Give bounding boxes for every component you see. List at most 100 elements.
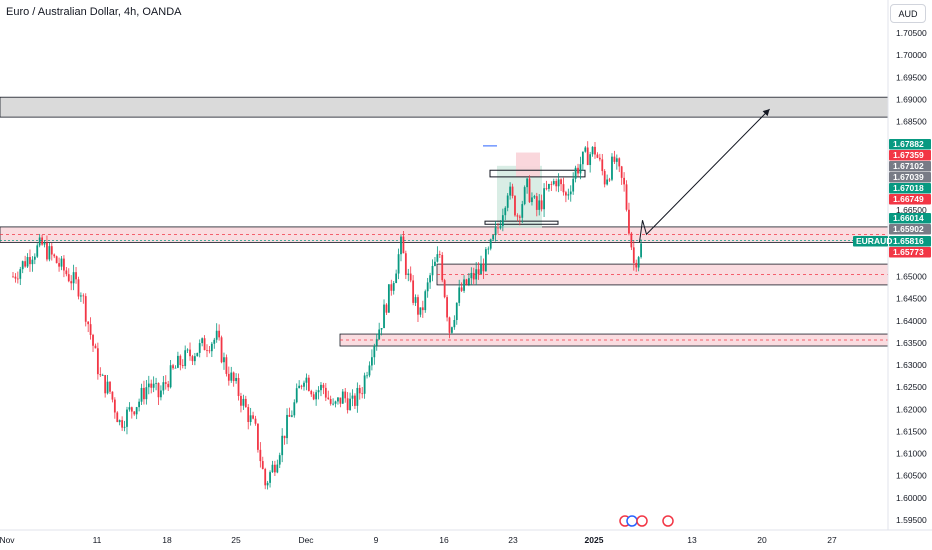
price-label-text-0: 1.67882: [893, 139, 924, 149]
candle-body-243: [601, 159, 604, 172]
candles-layer: [12, 141, 642, 490]
candle-body-147: [368, 365, 371, 376]
candle-body-194: [482, 263, 485, 272]
candle-body-218: [540, 200, 543, 210]
candle-body-169: [421, 307, 424, 311]
candle-body-113: [286, 414, 288, 439]
candle-body-139: [349, 398, 351, 411]
candle-body-57: [150, 383, 153, 388]
y-tick-label-16: 1.60500: [896, 471, 927, 481]
price-label-bg-0: [889, 139, 931, 150]
candle-body-250: [618, 158, 621, 167]
price-axis[interactable]: 1.705001.700001.695001.690001.685001.675…: [887, 0, 927, 530]
candle-body-165: [412, 280, 415, 303]
x-tick-label-2: 18: [162, 535, 172, 545]
candle-body-185: [460, 287, 463, 291]
time-axis[interactable]: Nov 11 18 25 Dec 9 16 23 2025 13 20 27: [0, 529, 932, 545]
candle-body-183: [455, 302, 458, 320]
x-tick-label-0: Nov: [0, 535, 15, 545]
candle-body-121: [305, 377, 308, 383]
candle-body-107: [271, 464, 274, 473]
candle-body-27: [77, 279, 80, 297]
candle-body-125: [315, 392, 318, 400]
candle-body-28: [80, 295, 82, 297]
candle-body-235: [581, 151, 584, 165]
candle-body-65: [169, 365, 172, 388]
candle-body-14: [46, 242, 48, 260]
candle-body-76: [196, 352, 199, 357]
y-tick-label-15: 1.61000: [896, 449, 927, 459]
projection-arrowhead: [762, 109, 770, 117]
x-tick-label-3: 25: [231, 535, 241, 545]
symbol-tag-bg: [853, 236, 888, 247]
candle-body-90: [230, 372, 233, 381]
price-label-bg-4: [889, 183, 931, 194]
candle-body-62: [162, 382, 165, 391]
candle-body-60: [157, 382, 160, 398]
candle-body-11: [38, 237, 41, 246]
candle-body-166: [414, 297, 417, 303]
candle-body-56: [147, 383, 150, 388]
candle-body-132: [332, 403, 334, 405]
candle-body-5: [24, 261, 27, 267]
zone-supply-demand-3: [339, 333, 889, 347]
candle-body-84: [215, 330, 218, 340]
candle-body-110: [278, 455, 281, 465]
price-label-9: 1.65773: [889, 247, 931, 258]
currency-button[interactable]: AUD: [890, 4, 926, 23]
candle-body-46: [123, 426, 126, 428]
candle-body-120: [303, 382, 305, 387]
candle-body-95: [242, 398, 245, 406]
candle-body-167: [417, 297, 419, 315]
candle-body-45: [121, 420, 124, 428]
candle-body-237: [586, 147, 589, 165]
event-markers: [619, 515, 674, 527]
candle-body-245: [606, 179, 609, 185]
candle-body-233: [577, 167, 579, 174]
candle-body-68: [177, 355, 179, 368]
candle-body-1: [14, 276, 17, 279]
candle-body-67: [174, 367, 177, 369]
candle-body-115: [290, 415, 293, 417]
candle-body-181: [451, 327, 453, 333]
candle-body-248: [613, 156, 616, 162]
candle-body-220: [545, 188, 548, 190]
candle-body-105: [266, 482, 269, 486]
candle-body-202: [501, 215, 504, 226]
candle-body-79: [203, 338, 206, 351]
candle-body-49: [130, 407, 133, 412]
candle-body-178: [443, 280, 446, 298]
candle-body-257: [635, 262, 638, 268]
candle-body-239: [591, 146, 594, 155]
y-tick-label-0: 1.70500: [896, 28, 927, 38]
candle-body-227: [562, 184, 565, 193]
candle-body-234: [579, 164, 582, 174]
candle-body-77: [198, 343, 201, 353]
candle-body-55: [145, 387, 148, 400]
consolidation-top-box: [516, 152, 540, 177]
candle-body-111: [281, 435, 284, 456]
candle-body-160: [400, 236, 402, 255]
candle-body-180: [448, 317, 451, 333]
candle-body-205: [509, 186, 512, 196]
x-tick-label-6: 16: [439, 535, 449, 545]
candle-body-175: [436, 254, 439, 262]
candle-body-118: [298, 385, 301, 389]
candle-body-225: [557, 179, 560, 187]
candle-body-196: [487, 248, 490, 250]
y-tick-label-17: 1.60000: [896, 493, 927, 503]
candle-body-61: [160, 390, 162, 398]
candle-body-173: [431, 265, 434, 276]
candle-body-0: [12, 276, 14, 278]
candle-body-71: [184, 350, 187, 366]
candle-body-58: [152, 383, 155, 388]
candle-body-114: [288, 414, 291, 417]
price-label-4: 1.67018: [889, 183, 931, 194]
x-tick-label-4: Dec: [298, 535, 314, 545]
symbol-tag-text: EURAUD: [856, 236, 892, 246]
candle-body-126: [317, 390, 320, 393]
candle-body-229: [567, 194, 570, 196]
price-label-text-6: 1.66014: [893, 213, 924, 223]
candle-body-230: [569, 191, 572, 195]
